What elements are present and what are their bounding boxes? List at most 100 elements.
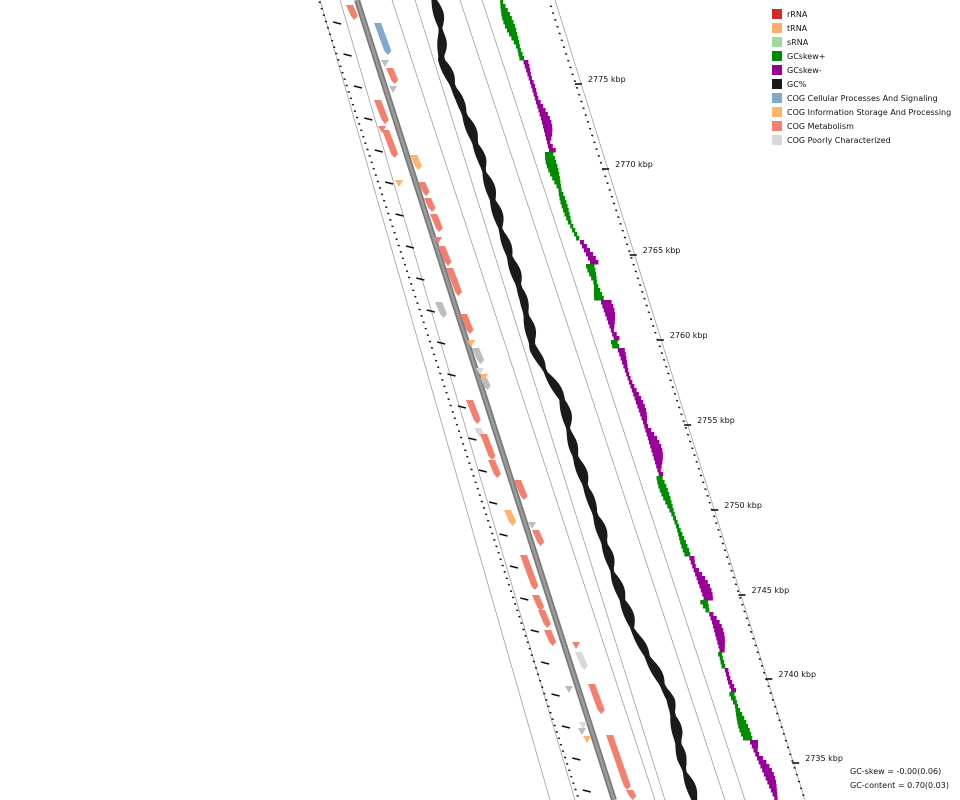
scale-tick: [480, 500, 484, 503]
legend-label: rRNA: [787, 9, 808, 19]
gene-feature-marker: [578, 728, 586, 735]
gc-skew-bar: [678, 532, 683, 537]
outer-scale-tick: [773, 705, 777, 708]
outer-scale-tick: [658, 345, 661, 348]
outer-scale-tick: [769, 692, 772, 695]
gene-feature: [480, 434, 496, 460]
scale-tick: [391, 225, 394, 228]
scale-tick: [430, 346, 434, 349]
gc-skew-bar: [626, 372, 630, 377]
scale-major-tick: [353, 85, 363, 89]
gc-skew-bar: [738, 724, 749, 729]
legend-item-cog-information: COG Information Storage And Processing: [772, 105, 951, 119]
gc-skew-bar: [700, 588, 712, 593]
gc-skew-bar: [751, 744, 758, 749]
gc-skew-bar: [566, 216, 571, 221]
gc-skew-bar: [728, 680, 733, 685]
gc-skew-bar: [692, 564, 696, 569]
scale-tick: [432, 353, 436, 356]
gc-skew-bar: [656, 464, 662, 469]
scale-tick: [351, 103, 355, 106]
scale-tick: [422, 321, 425, 324]
legend-label: GC%: [787, 79, 807, 89]
ring-guide-line: [554, 0, 806, 800]
gc-skew-bar: [673, 516, 677, 521]
gc-skew-bar: [667, 504, 673, 509]
gc-skew-bar: [532, 88, 537, 93]
gc-skew-bar: [515, 44, 520, 49]
gc-skew-bar: [545, 156, 555, 161]
gc-skew-bar: [610, 328, 614, 333]
scale-tick: [532, 660, 536, 663]
gc-skew-bar: [724, 668, 729, 673]
scale-tick: [534, 666, 538, 669]
outer-scale-tick: [630, 256, 633, 259]
coordinate-label: 2760 kbp: [670, 331, 708, 340]
outer-scale-tick: [586, 120, 590, 123]
scale-tick: [330, 39, 334, 42]
gc-skew-bar: [650, 444, 662, 449]
scale-tick: [389, 218, 392, 221]
gc-skew-bar: [564, 212, 570, 217]
scale-major-tick: [572, 757, 581, 761]
scale-tick: [497, 551, 500, 554]
gc-skew-bar: [698, 580, 708, 585]
gc-skew-bar: [603, 308, 615, 313]
gc-skew-bar: [644, 424, 649, 429]
gc-skew-bar: [653, 456, 663, 461]
outer-scale-tick: [734, 583, 738, 586]
scale-tick: [565, 762, 569, 765]
gc-skew-bar: [689, 556, 695, 561]
gc-skew-bar: [732, 700, 737, 705]
scale-tick: [516, 609, 519, 612]
scale-major-tick: [468, 437, 477, 441]
outer-scale-tick: [673, 392, 677, 395]
gc-skew-bar: [580, 240, 584, 245]
legend-label: COG Metabolism: [787, 121, 854, 131]
scale-tick: [441, 378, 444, 381]
scale-tick: [520, 622, 523, 625]
gc-skew-bar: [609, 324, 615, 329]
gc-skew-bar: [501, 12, 510, 17]
scale-tick: [407, 276, 411, 279]
outer-scale-tick: [562, 46, 566, 49]
gc-skew-bar: [674, 520, 678, 525]
outer-scale-tick: [760, 664, 764, 667]
scale-tick: [409, 282, 413, 285]
gc-skew-bar: [656, 476, 663, 481]
scale-tick: [491, 532, 494, 535]
legend-swatch: [772, 107, 782, 117]
outer-scale-tick: [582, 107, 585, 110]
outer-scale-tick: [728, 562, 731, 565]
outer-scale-tick: [723, 549, 727, 552]
scale-tick: [380, 193, 384, 196]
scale-tick: [457, 430, 461, 433]
gc-skew-bar: [531, 84, 536, 89]
scale-tick: [372, 167, 375, 170]
outer-scale-tick: [617, 216, 620, 219]
gc-skew-bar: [719, 656, 723, 661]
gc-skew-bar: [661, 492, 670, 497]
scale-tick: [482, 506, 486, 509]
scale-tick: [364, 142, 367, 145]
gene-feature-marker: [378, 126, 386, 133]
gc-skew-bar: [731, 696, 736, 701]
gc-skew-bar: [647, 436, 658, 441]
gc-skew-bar: [658, 484, 667, 489]
gc-skew-bar: [556, 184, 561, 189]
scale-major-tick: [540, 661, 550, 665]
gc-skew-bar: [693, 568, 699, 573]
gc-skew-bar: [538, 108, 546, 113]
legend-label: COG Poorly Characterized: [787, 135, 891, 145]
scale-tick: [574, 788, 577, 791]
scale-tick: [326, 26, 330, 29]
gene-feature: [460, 314, 474, 334]
gc-skew-bar: [591, 276, 597, 281]
outer-scale-tick: [778, 719, 781, 722]
scale-tick: [368, 154, 371, 157]
gc-skew-bar: [753, 748, 758, 753]
scale-tick: [362, 135, 365, 138]
gene-feature-marker: [528, 522, 536, 529]
scale-tick: [443, 385, 446, 388]
gene-feature: [418, 182, 430, 196]
